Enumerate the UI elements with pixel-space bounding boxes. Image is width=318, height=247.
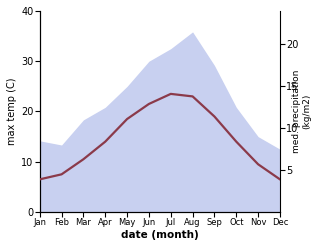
Y-axis label: med. precipitation
(kg/m2): med. precipitation (kg/m2) bbox=[292, 70, 311, 153]
Y-axis label: max temp (C): max temp (C) bbox=[7, 78, 17, 145]
X-axis label: date (month): date (month) bbox=[121, 230, 199, 240]
